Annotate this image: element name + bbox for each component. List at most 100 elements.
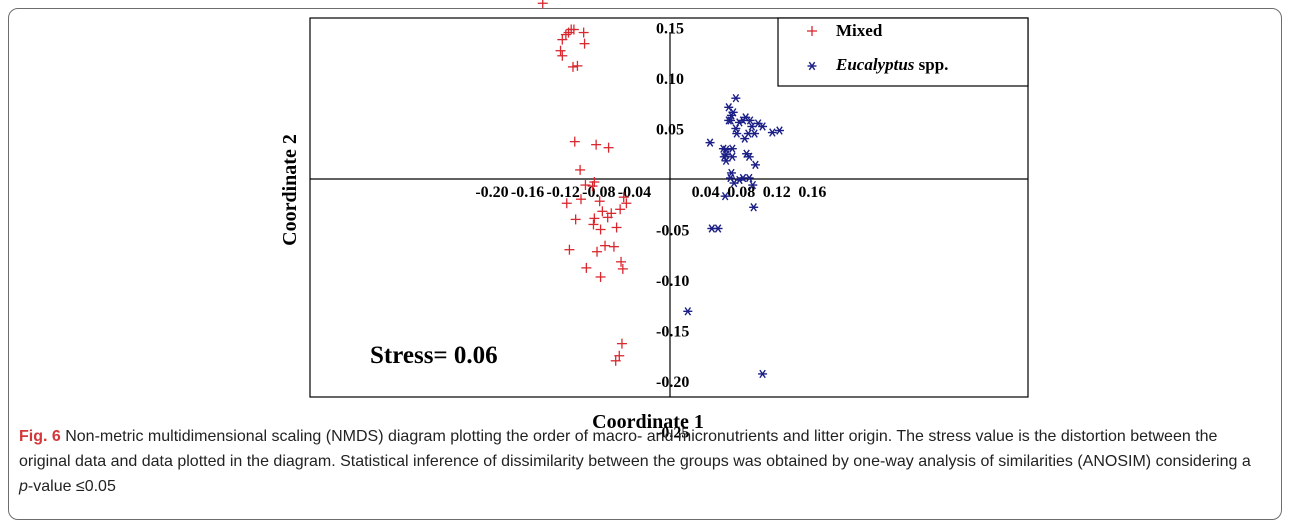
plot-area-border	[309, 17, 1029, 398]
point-mixed	[570, 214, 581, 225]
y-tick-label: -0.05	[656, 223, 689, 240]
y-tick-label: 0.15	[656, 21, 684, 38]
x-tick-label: 0.16	[798, 184, 826, 201]
y-axis-title: Coordinate 2	[279, 134, 301, 246]
point-mixed	[618, 192, 629, 203]
x-tick-label: -0.04	[618, 184, 651, 201]
point-mixed	[595, 224, 606, 235]
point-mixed	[581, 262, 592, 273]
point-eucalyptus	[727, 144, 737, 153]
caption-text: Non-metric multidimensional scaling (NMD…	[19, 428, 1251, 470]
point-eucalyptus	[750, 160, 760, 170]
point-mixed	[580, 180, 591, 191]
point-mixed	[610, 355, 621, 366]
legend-label-eucalyptus: Eucalyptus spp.	[835, 55, 948, 74]
point-eucalyptus	[718, 144, 728, 153]
x-tick-label: -0.16	[511, 184, 544, 201]
point-eucalyptus	[705, 138, 715, 147]
point-eucalyptus	[758, 122, 768, 131]
y-tick-label: 0.05	[656, 122, 684, 139]
y-tick-label: -0.25	[656, 425, 689, 442]
point-mixed	[616, 256, 627, 267]
point-mixed	[615, 204, 626, 215]
point-mixed	[594, 196, 605, 207]
legend: Mixed Eucalyptus spp.	[777, 17, 1029, 87]
point-eucalyptus	[727, 152, 737, 162]
point-eucalyptus	[767, 128, 777, 137]
point-mixed	[589, 177, 600, 188]
point-mixed	[572, 60, 583, 71]
point-eucalyptus	[683, 307, 693, 316]
point-eucalyptus	[744, 173, 754, 183]
point-mixed	[560, 29, 571, 40]
point-mixed	[617, 263, 628, 274]
point-eucalyptus	[742, 149, 752, 158]
x-tick-label: -0.20	[475, 184, 508, 201]
point-eucalyptus	[758, 369, 768, 379]
point-eucalyptus	[750, 129, 760, 138]
point-mixed	[587, 181, 598, 192]
point-eucalyptus	[728, 108, 738, 117]
caption-p-symbol: p	[19, 478, 28, 495]
x-tick-label: 0.08	[727, 184, 755, 201]
point-mixed	[621, 198, 632, 209]
point-mixed	[568, 24, 579, 35]
point-eucalyptus	[720, 191, 730, 201]
point-mixed	[557, 50, 568, 61]
x-tick-label: -0.12	[547, 184, 580, 201]
point-mixed	[578, 27, 589, 38]
point-mixed	[592, 246, 603, 257]
point-mixed	[608, 241, 619, 252]
point-eucalyptus	[745, 116, 755, 125]
point-eucalyptus	[732, 129, 742, 138]
point-eucalyptus	[707, 224, 717, 233]
legend-label-mixed: Mixed	[836, 21, 883, 40]
point-eucalyptus	[726, 168, 736, 178]
point-mixed	[576, 194, 586, 205]
point-eucalyptus	[774, 126, 784, 135]
point-mixed	[597, 206, 608, 217]
point-mixed	[588, 219, 599, 230]
point-mixed	[564, 244, 575, 255]
x-tick-label: 0.12	[763, 184, 791, 201]
point-mixed	[611, 222, 622, 233]
point-eucalyptus	[731, 93, 741, 103]
point-mixed	[569, 136, 580, 147]
x-tick-label: -0.08	[582, 184, 615, 201]
x-axis-title: Coordinate 1	[592, 411, 704, 433]
point-eucalyptus	[734, 175, 744, 185]
point-mixed	[616, 338, 627, 349]
legend-marker-eucalyptus	[807, 61, 817, 71]
point-mixed	[555, 45, 566, 56]
point-mixed	[537, 0, 548, 9]
point-mixed	[591, 139, 602, 150]
point-mixed	[602, 212, 613, 223]
point-mixed	[567, 61, 578, 72]
point-mixed	[575, 164, 586, 175]
point-mixed	[600, 240, 611, 251]
figure-frame	[8, 8, 1282, 520]
y-tick-label: 0.10	[656, 71, 684, 88]
point-eucalyptus	[749, 203, 759, 212]
point-eucalyptus	[740, 134, 750, 143]
point-mixed	[579, 38, 590, 49]
y-tick-label: -0.20	[656, 374, 689, 391]
point-mixed	[557, 34, 568, 45]
legend-marker-mixed	[807, 26, 817, 36]
point-mixed	[603, 142, 614, 153]
point-mixed	[595, 271, 606, 282]
point-mixed	[561, 198, 572, 209]
point-mixed	[614, 350, 625, 361]
x-tick-label: 0.04	[692, 184, 720, 201]
stress-annotation: Stress= 0.06	[370, 342, 498, 369]
figure-caption: Fig. 6 Non-metric multidimensional scali…	[19, 424, 1269, 499]
caption-text-end: -value ≤0.05	[27, 478, 116, 495]
point-mixed	[589, 213, 600, 224]
point-eucalyptus	[748, 180, 758, 190]
legend-box	[777, 17, 1029, 87]
y-tick-label: -0.10	[656, 273, 689, 290]
y-tick-label: -0.15	[656, 324, 689, 341]
point-eucalyptus	[724, 103, 734, 112]
caption-label: Fig. 6	[19, 428, 61, 445]
